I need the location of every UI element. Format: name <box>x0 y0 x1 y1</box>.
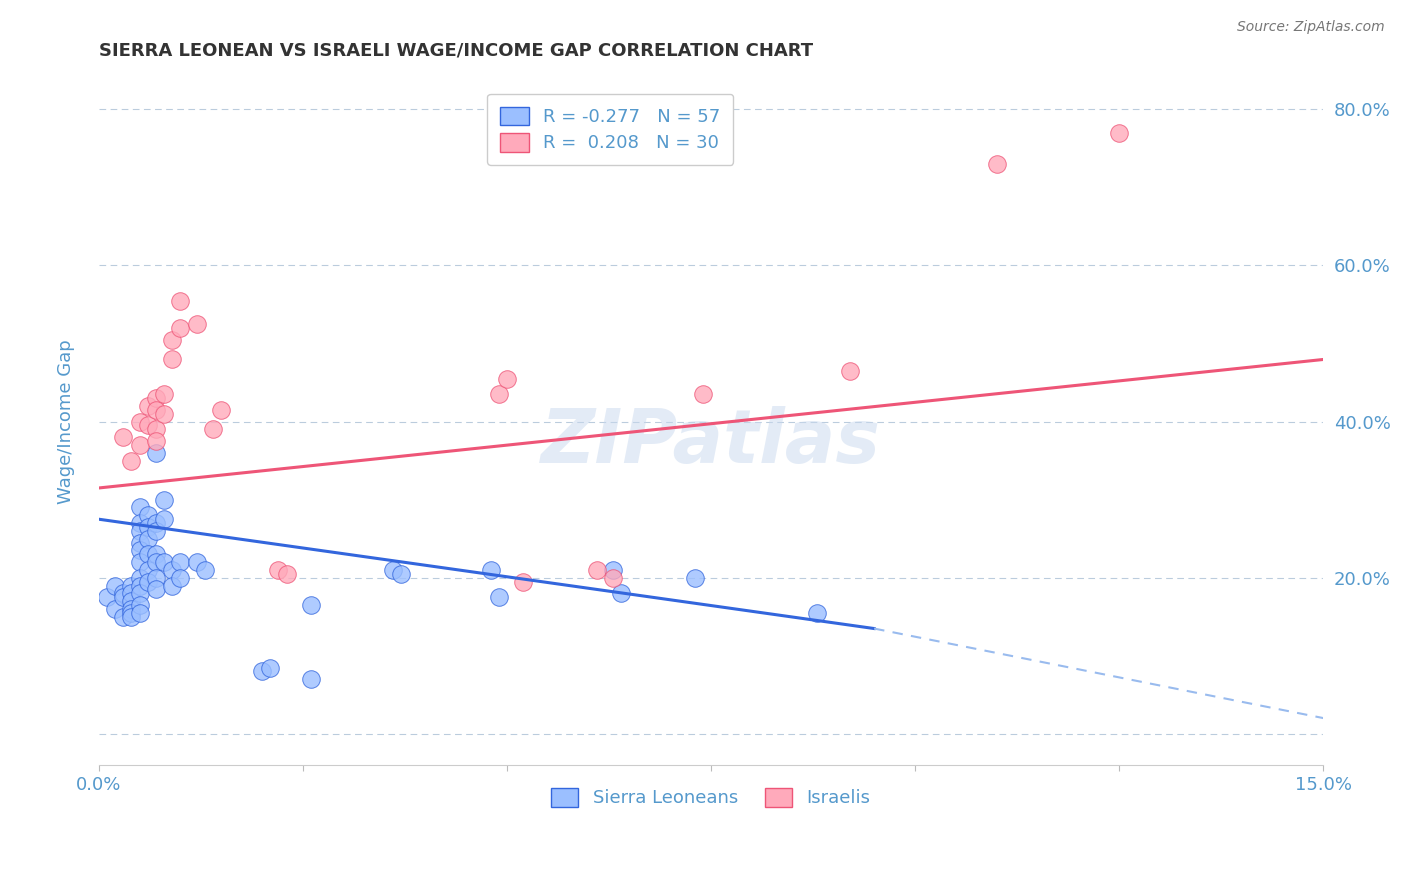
Point <box>267 563 290 577</box>
Point <box>169 571 191 585</box>
Point <box>104 578 127 592</box>
Point <box>136 563 159 577</box>
Point <box>128 598 150 612</box>
Point <box>136 547 159 561</box>
Point <box>145 555 167 569</box>
Point <box>120 594 142 608</box>
Point <box>153 555 176 569</box>
Point <box>194 563 217 577</box>
Point <box>683 571 706 585</box>
Point <box>162 563 184 577</box>
Point <box>112 586 135 600</box>
Point <box>136 532 159 546</box>
Point <box>169 555 191 569</box>
Point <box>145 422 167 436</box>
Point <box>128 586 150 600</box>
Text: SIERRA LEONEAN VS ISRAELI WAGE/INCOME GAP CORRELATION CHART: SIERRA LEONEAN VS ISRAELI WAGE/INCOME GA… <box>98 42 813 60</box>
Point <box>806 606 828 620</box>
Point <box>112 591 135 605</box>
Point <box>186 317 208 331</box>
Point <box>128 500 150 515</box>
Point <box>136 520 159 534</box>
Point <box>120 578 142 592</box>
Point <box>186 555 208 569</box>
Text: ZIPatlas: ZIPatlas <box>541 406 882 479</box>
Point <box>488 387 510 401</box>
Point <box>276 566 298 581</box>
Point <box>136 574 159 589</box>
Point <box>602 563 624 577</box>
Point <box>112 610 135 624</box>
Point <box>136 418 159 433</box>
Point <box>128 438 150 452</box>
Point <box>104 602 127 616</box>
Point <box>259 660 281 674</box>
Point <box>250 665 273 679</box>
Point <box>120 453 142 467</box>
Point <box>128 578 150 592</box>
Point <box>602 571 624 585</box>
Y-axis label: Wage/Income Gap: Wage/Income Gap <box>58 339 75 504</box>
Point <box>692 387 714 401</box>
Point <box>120 602 142 616</box>
Point <box>986 157 1008 171</box>
Legend: Sierra Leoneans, Israelis: Sierra Leoneans, Israelis <box>544 780 877 814</box>
Point <box>96 591 118 605</box>
Point <box>145 524 167 538</box>
Point <box>162 333 184 347</box>
Point <box>496 371 519 385</box>
Point <box>202 422 225 436</box>
Text: Source: ZipAtlas.com: Source: ZipAtlas.com <box>1237 20 1385 34</box>
Point <box>136 508 159 523</box>
Point <box>112 430 135 444</box>
Point <box>145 547 167 561</box>
Point <box>299 598 322 612</box>
Point <box>128 606 150 620</box>
Point <box>162 578 184 592</box>
Point <box>153 407 176 421</box>
Point <box>120 586 142 600</box>
Point <box>145 403 167 417</box>
Point <box>145 446 167 460</box>
Point <box>169 293 191 308</box>
Point <box>128 535 150 549</box>
Point <box>169 321 191 335</box>
Point <box>162 352 184 367</box>
Point <box>479 563 502 577</box>
Point <box>145 434 167 449</box>
Point <box>585 563 607 577</box>
Point <box>389 566 412 581</box>
Point <box>610 586 633 600</box>
Point <box>120 610 142 624</box>
Point <box>153 387 176 401</box>
Point <box>838 364 860 378</box>
Point <box>128 571 150 585</box>
Point <box>145 516 167 530</box>
Point <box>120 606 142 620</box>
Point <box>128 415 150 429</box>
Point <box>488 591 510 605</box>
Point <box>136 399 159 413</box>
Point <box>299 673 322 687</box>
Point <box>153 492 176 507</box>
Point <box>128 524 150 538</box>
Point <box>209 403 232 417</box>
Point <box>128 543 150 558</box>
Point <box>128 555 150 569</box>
Point <box>512 574 534 589</box>
Point <box>381 563 404 577</box>
Point <box>1108 126 1130 140</box>
Point <box>145 582 167 597</box>
Point <box>145 391 167 405</box>
Point <box>128 516 150 530</box>
Point <box>153 512 176 526</box>
Point <box>145 571 167 585</box>
